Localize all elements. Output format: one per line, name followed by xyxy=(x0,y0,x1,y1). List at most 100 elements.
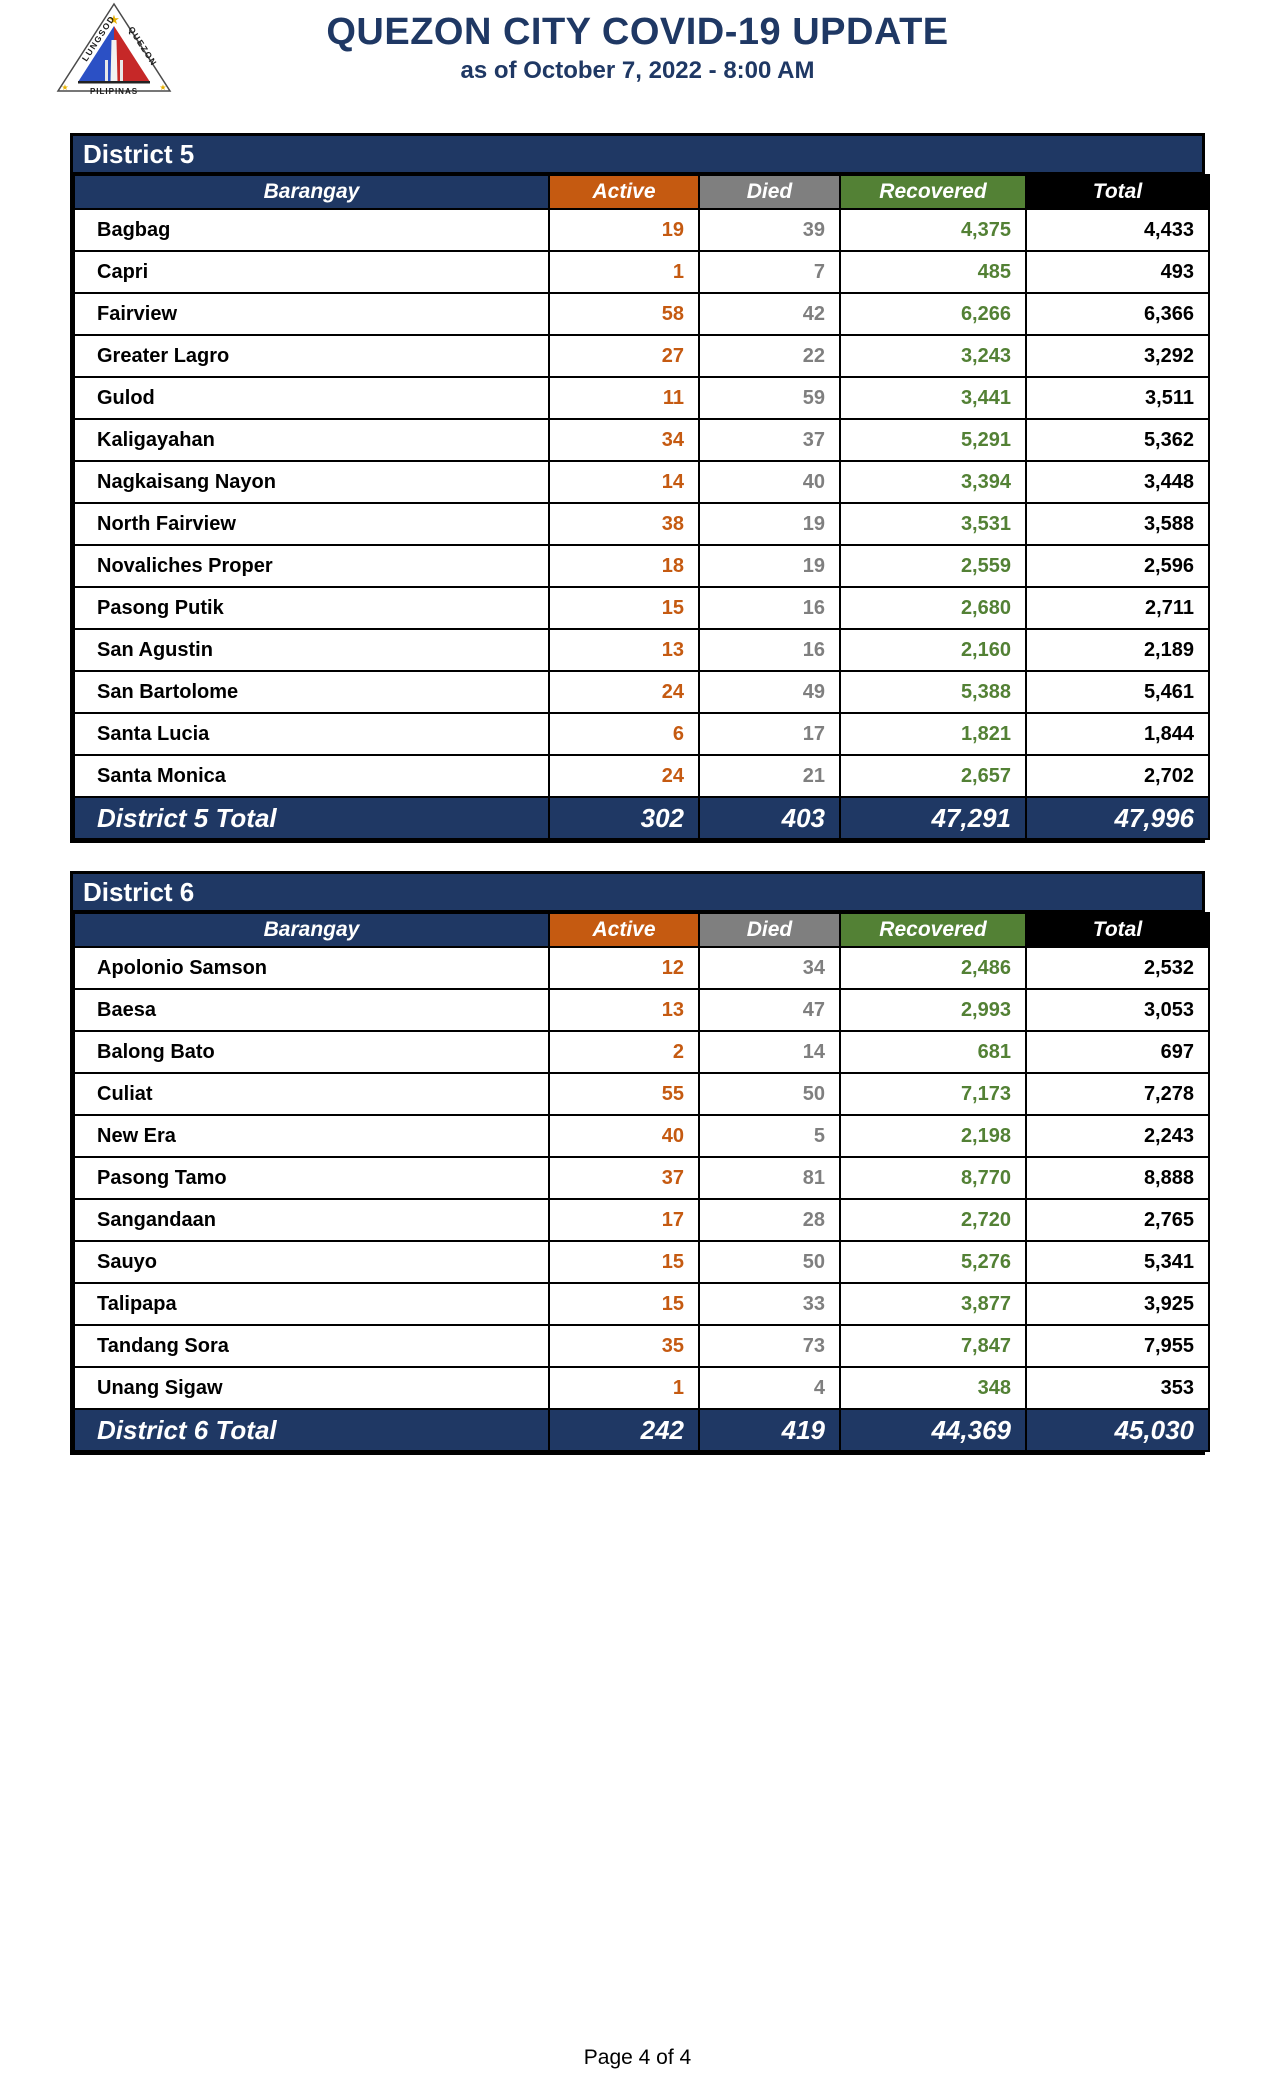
total-value: 1,844 xyxy=(1025,712,1210,756)
table-row: Nagkaisang Nayon 14 40 3,394 3,448 xyxy=(73,460,1210,504)
recovered-value: 5,276 xyxy=(839,1240,1027,1284)
total-value: 8,888 xyxy=(1025,1156,1210,1200)
quezon-city-seal-logo: ★ LUNGSOD QUEZON ★ ★ PILIPINAS xyxy=(56,2,172,96)
recovered-value: 681 xyxy=(839,1030,1027,1074)
barangay-name: Pasong Tamo xyxy=(73,1156,550,1200)
barangay-name: New Era xyxy=(73,1114,550,1158)
recovered-value: 2,486 xyxy=(839,946,1027,990)
recovered-value: 3,441 xyxy=(839,376,1027,420)
total-value: 3,448 xyxy=(1025,460,1210,504)
table-row: Baesa 13 47 2,993 3,053 xyxy=(73,988,1210,1032)
total-value: 3,292 xyxy=(1025,334,1210,378)
died-value: 47 xyxy=(698,988,841,1032)
total-value: 2,532 xyxy=(1025,946,1210,990)
died-value: 28 xyxy=(698,1198,841,1242)
page-footer: Page 4 of 4 xyxy=(0,2046,1275,2070)
died-value: 16 xyxy=(698,586,841,630)
district-title: District 6 xyxy=(73,874,1202,912)
active-value: 27 xyxy=(548,334,700,378)
recovered-value: 3,531 xyxy=(839,502,1027,546)
barangay-name: Fairview xyxy=(73,292,550,336)
recovered-value: 3,394 xyxy=(839,460,1027,504)
died-value: 14 xyxy=(698,1030,841,1074)
recovered-value: 2,559 xyxy=(839,544,1027,588)
table-row: Balong Bato 2 14 681 697 xyxy=(73,1030,1210,1074)
died-value: 34 xyxy=(698,946,841,990)
district-6-table: Barangay Active Died Recovered Total Apo… xyxy=(73,912,1210,1452)
recovered-value: 7,847 xyxy=(839,1324,1027,1368)
barangay-name: Balong Bato xyxy=(73,1030,550,1074)
barangay-name: Capri xyxy=(73,250,550,294)
barangay-name: Greater Lagro xyxy=(73,334,550,378)
recovered-value: 2,680 xyxy=(839,586,1027,630)
total-value: 3,053 xyxy=(1025,988,1210,1032)
recovered-value: 6,266 xyxy=(839,292,1027,336)
total-active-value: 242 xyxy=(548,1408,700,1452)
barangay-name: Gulod xyxy=(73,376,550,420)
total-value: 2,243 xyxy=(1025,1114,1210,1158)
recovered-value: 3,243 xyxy=(839,334,1027,378)
total-value: 3,925 xyxy=(1025,1282,1210,1326)
total-active-value: 302 xyxy=(548,796,700,840)
recovered-value: 2,657 xyxy=(839,754,1027,798)
barangay-name: Culiat xyxy=(73,1072,550,1116)
died-value: 33 xyxy=(698,1282,841,1326)
district-5-table: Barangay Active Died Recovered Total Bag… xyxy=(73,174,1210,840)
district-total-row: District 5 Total 302 403 47,291 47,996 xyxy=(73,796,1210,840)
table-row: Santa Lucia 6 17 1,821 1,844 xyxy=(73,712,1210,756)
recovered-value: 5,291 xyxy=(839,418,1027,462)
district-total-label: District 5 Total xyxy=(73,796,550,840)
table-row: Pasong Putik 15 16 2,680 2,711 xyxy=(73,586,1210,630)
total-value: 353 xyxy=(1025,1366,1210,1410)
active-value: 18 xyxy=(548,544,700,588)
died-value: 21 xyxy=(698,754,841,798)
active-value: 38 xyxy=(548,502,700,546)
monument-right-pylon xyxy=(120,60,123,82)
total-value: 3,511 xyxy=(1025,376,1210,420)
active-value: 15 xyxy=(548,1282,700,1326)
table-row: Apolonio Samson 12 34 2,486 2,532 xyxy=(73,946,1210,990)
barangay-name: Talipapa xyxy=(73,1282,550,1326)
died-value: 81 xyxy=(698,1156,841,1200)
active-value: 13 xyxy=(548,628,700,672)
active-value: 24 xyxy=(548,754,700,798)
recovered-value: 485 xyxy=(839,250,1027,294)
died-value: 17 xyxy=(698,712,841,756)
died-value: 19 xyxy=(698,544,841,588)
barangay-name: Unang Sigaw xyxy=(73,1366,550,1410)
barangay-name: North Fairview xyxy=(73,502,550,546)
barangay-name: Kaligayahan xyxy=(73,418,550,462)
column-header-active: Active xyxy=(548,174,700,210)
died-value: 4 xyxy=(698,1366,841,1410)
died-value: 50 xyxy=(698,1072,841,1116)
table-row: Capri 1 7 485 493 xyxy=(73,250,1210,294)
recovered-value: 2,720 xyxy=(839,1198,1027,1242)
total-total-value: 45,030 xyxy=(1025,1408,1210,1452)
table-row: Sangandaan 17 28 2,720 2,765 xyxy=(73,1198,1210,1242)
died-value: 16 xyxy=(698,628,841,672)
recovered-value: 3,877 xyxy=(839,1282,1027,1326)
tables-area: District 5 Barangay Active Died Recovere… xyxy=(70,133,1210,1483)
total-value: 7,955 xyxy=(1025,1324,1210,1368)
total-value: 5,341 xyxy=(1025,1240,1210,1284)
monument-left-pylon xyxy=(105,60,108,82)
total-died-value: 403 xyxy=(698,796,841,840)
active-value: 13 xyxy=(548,988,700,1032)
died-value: 59 xyxy=(698,376,841,420)
total-recovered-value: 44,369 xyxy=(839,1408,1027,1452)
column-header-total: Total xyxy=(1025,912,1210,948)
column-header-barangay: Barangay xyxy=(73,174,550,210)
active-value: 2 xyxy=(548,1030,700,1074)
total-value: 6,366 xyxy=(1025,292,1210,336)
died-value: 42 xyxy=(698,292,841,336)
recovered-value: 8,770 xyxy=(839,1156,1027,1200)
district-5-section: District 5 Barangay Active Died Recovere… xyxy=(70,133,1210,843)
died-value: 19 xyxy=(698,502,841,546)
page-title: QUEZON CITY COVID-19 UPDATE xyxy=(326,11,949,53)
table-row: Culiat 55 50 7,173 7,278 xyxy=(73,1072,1210,1116)
total-value: 2,702 xyxy=(1025,754,1210,798)
barangay-name: San Bartolome xyxy=(73,670,550,714)
active-value: 15 xyxy=(548,1240,700,1284)
table-row: Bagbag 19 39 4,375 4,433 xyxy=(73,208,1210,252)
table-row: New Era 40 5 2,198 2,243 xyxy=(73,1114,1210,1158)
